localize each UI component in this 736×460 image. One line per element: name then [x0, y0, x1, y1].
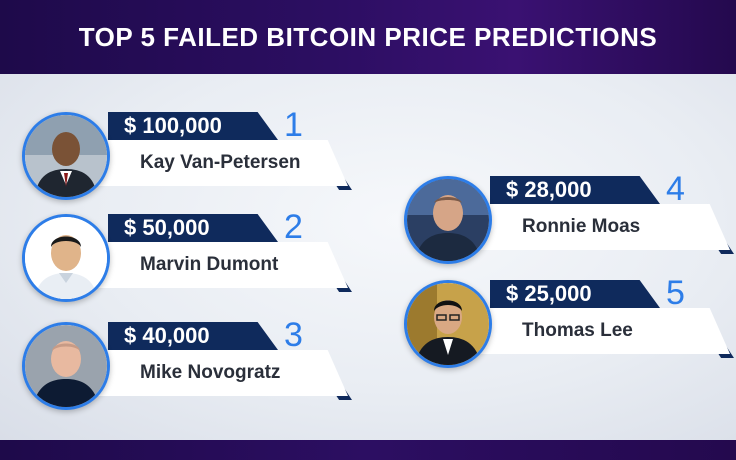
page-title: TOP 5 FAILED BITCOIN PRICE PREDICTIONS [78, 21, 658, 52]
avatar [22, 112, 110, 200]
avatar [404, 176, 492, 264]
rank-number: 3 [284, 316, 303, 354]
predictor-name: Thomas Lee [522, 320, 633, 341]
prediction-card-3: $ 40,000 3 Mike Novogratz [22, 316, 362, 414]
price-banner: $ 100,000 [108, 112, 278, 140]
name-banner: Mike Novogratz [94, 350, 348, 396]
predictor-name: Ronnie Moas [522, 216, 641, 237]
avatar [404, 280, 492, 368]
predicted-price: $ 50,000 [124, 215, 210, 240]
predictor-name: Marvin Dumont [140, 254, 279, 275]
name-banner: Marvin Dumont [94, 242, 348, 288]
rank-number: 1 [284, 106, 303, 144]
person-photo-icon [407, 179, 489, 261]
prediction-card-1: $ 100,000 1 Kay Van-Petersen [22, 106, 362, 204]
rank-number: 5 [666, 274, 685, 312]
person-photo-icon [25, 217, 107, 299]
price-banner: $ 28,000 [490, 176, 660, 204]
name-banner: Ronnie Moas [476, 204, 730, 250]
predicted-price: $ 100,000 [124, 113, 222, 138]
rank-number: 2 [284, 208, 303, 246]
name-banner: Thomas Lee [476, 308, 730, 354]
person-photo-icon [25, 115, 107, 197]
name-banner: Kay Van-Petersen [94, 140, 348, 186]
predicted-price: $ 40,000 [124, 323, 210, 348]
predictor-name: Kay Van-Petersen [140, 152, 301, 173]
footer-bar [0, 440, 736, 460]
price-banner: $ 40,000 [108, 322, 278, 350]
predictor-name: Mike Novogratz [140, 362, 281, 383]
content-area: $ 100,000 1 Kay Van-Petersen $ 50,000 2 … [0, 74, 736, 440]
predicted-price: $ 25,000 [506, 281, 592, 306]
prediction-card-5: $ 25,000 5 Thomas Lee [404, 274, 736, 372]
price-banner: $ 25,000 [490, 280, 660, 308]
rank-number: 4 [666, 170, 685, 208]
avatar [22, 322, 110, 410]
price-banner: $ 50,000 [108, 214, 278, 242]
header-banner: TOP 5 FAILED BITCOIN PRICE PREDICTIONS [0, 0, 736, 74]
person-photo-icon [25, 325, 107, 407]
prediction-card-2: $ 50,000 2 Marvin Dumont [22, 208, 362, 306]
person-photo-icon [407, 283, 489, 365]
prediction-card-4: $ 28,000 4 Ronnie Moas [404, 170, 736, 268]
avatar [22, 214, 110, 302]
predicted-price: $ 28,000 [506, 177, 592, 202]
